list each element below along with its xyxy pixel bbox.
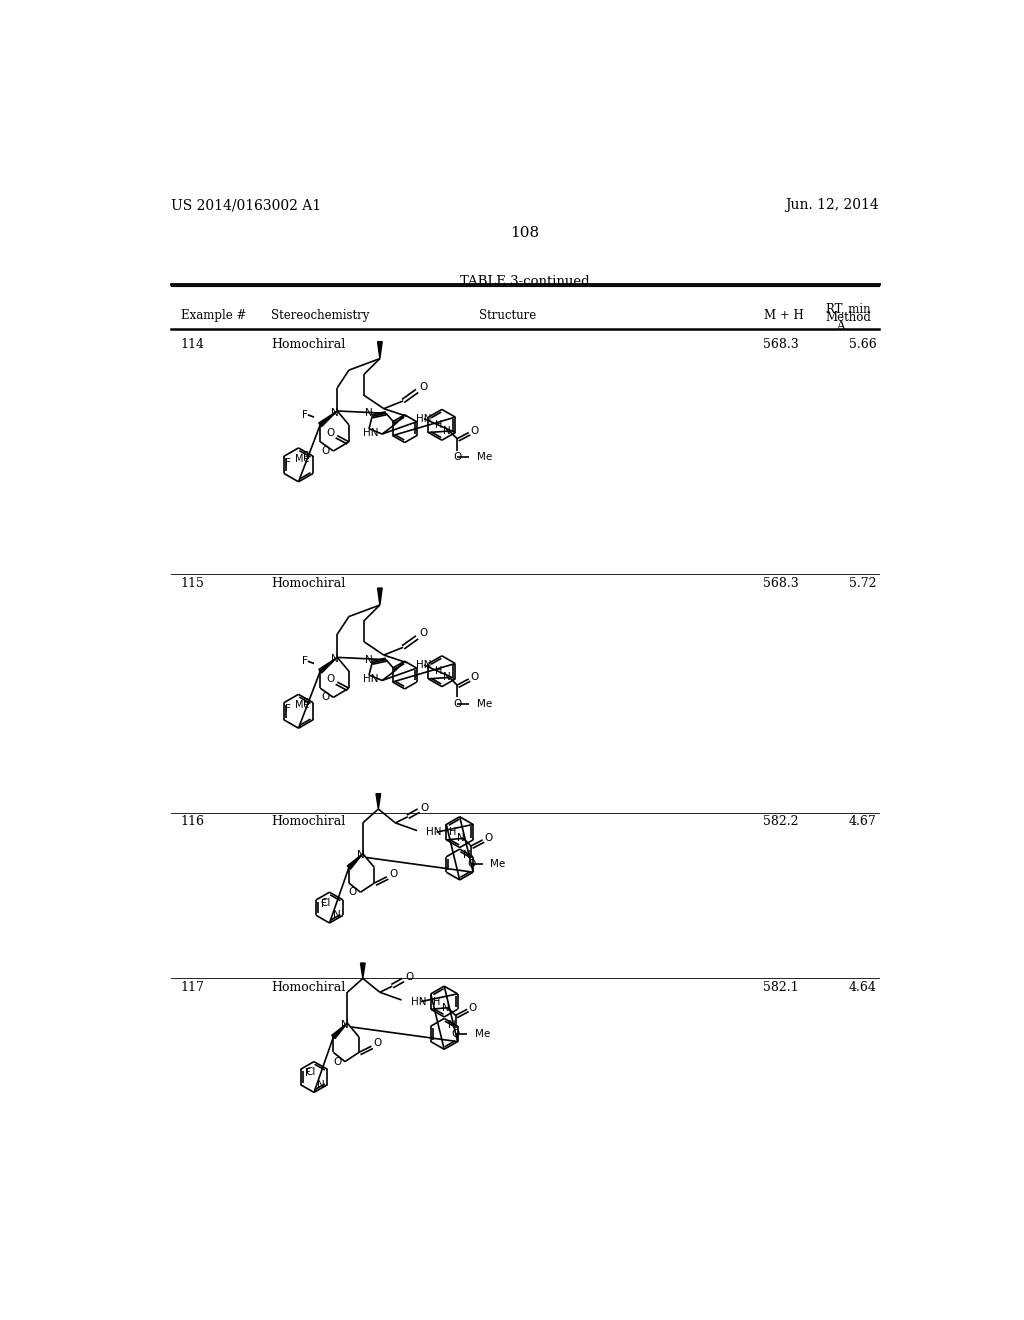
Text: F: F — [285, 704, 291, 714]
Text: TABLE 3-continued: TABLE 3-continued — [460, 276, 590, 289]
Text: O: O — [327, 428, 335, 437]
Text: N: N — [457, 833, 465, 843]
Text: Stereochemistry: Stereochemistry — [271, 309, 370, 322]
Polygon shape — [332, 1023, 347, 1039]
Polygon shape — [378, 342, 382, 359]
Text: HN: HN — [426, 828, 442, 837]
Text: Me: Me — [476, 698, 492, 709]
Text: O: O — [348, 887, 357, 898]
Text: 582.1: 582.1 — [764, 981, 799, 994]
Text: N: N — [366, 655, 373, 665]
Text: 568.3: 568.3 — [764, 577, 800, 590]
Text: Homochiral: Homochiral — [271, 816, 346, 828]
Text: Me: Me — [295, 454, 309, 463]
Text: 115: 115 — [180, 577, 205, 590]
Text: O: O — [452, 1028, 460, 1039]
Text: O: O — [389, 869, 397, 879]
Text: HN: HN — [417, 660, 432, 671]
Text: O: O — [470, 672, 478, 682]
Text: F: F — [302, 451, 308, 462]
Text: N: N — [341, 1019, 349, 1030]
Text: HN: HN — [362, 675, 378, 684]
Text: Structure: Structure — [479, 309, 537, 322]
Text: Me: Me — [490, 859, 506, 870]
Text: Homochiral: Homochiral — [271, 577, 346, 590]
Text: Method: Method — [825, 312, 871, 323]
Text: O: O — [484, 833, 493, 843]
Text: 582.2: 582.2 — [764, 816, 799, 828]
Text: O: O — [374, 1038, 382, 1048]
Text: Homochiral: Homochiral — [271, 981, 346, 994]
Polygon shape — [318, 657, 337, 673]
Polygon shape — [378, 589, 382, 605]
Text: O: O — [322, 446, 330, 455]
Text: F: F — [302, 698, 308, 708]
Polygon shape — [347, 854, 362, 869]
Text: 568.3: 568.3 — [764, 338, 800, 351]
Text: H: H — [449, 828, 456, 837]
Text: N: N — [443, 426, 451, 436]
Text: F: F — [321, 899, 327, 908]
Text: Me: Me — [476, 453, 492, 462]
Text: F: F — [302, 409, 307, 420]
Polygon shape — [360, 964, 366, 978]
Text: N: N — [443, 672, 451, 682]
Text: O: O — [327, 675, 335, 684]
Text: HN: HN — [362, 428, 378, 437]
Text: N: N — [331, 408, 339, 417]
Text: O: O — [470, 426, 478, 436]
Polygon shape — [318, 411, 337, 426]
Text: M + H: M + H — [764, 309, 803, 322]
Text: A: A — [837, 321, 845, 333]
Text: Example #: Example # — [180, 309, 246, 322]
Text: 5.72: 5.72 — [849, 577, 877, 590]
Text: Cl: Cl — [305, 1068, 315, 1077]
Text: H: H — [433, 997, 440, 1007]
Text: N: N — [331, 653, 339, 664]
Text: N: N — [333, 911, 341, 920]
Text: N: N — [317, 1080, 325, 1090]
Text: Me: Me — [475, 1028, 490, 1039]
Text: O: O — [419, 628, 427, 639]
Text: O: O — [333, 1056, 341, 1067]
Text: O: O — [322, 693, 330, 702]
Text: N: N — [356, 850, 365, 861]
Text: O: O — [419, 381, 427, 392]
Text: O: O — [453, 453, 461, 462]
Text: F: F — [285, 458, 291, 467]
Text: Homochiral: Homochiral — [271, 338, 346, 351]
Text: Jun. 12, 2014: Jun. 12, 2014 — [785, 198, 879, 213]
Text: O: O — [421, 803, 429, 813]
Polygon shape — [376, 793, 381, 809]
Text: H: H — [435, 667, 442, 676]
Text: Me: Me — [295, 700, 309, 710]
Text: 4.64: 4.64 — [849, 981, 877, 994]
Text: O: O — [453, 698, 461, 709]
Text: F: F — [302, 656, 307, 667]
Text: 117: 117 — [180, 981, 205, 994]
Text: HN: HN — [417, 413, 432, 424]
Text: O: O — [467, 859, 475, 870]
Text: US 2014/0163002 A1: US 2014/0163002 A1 — [171, 198, 321, 213]
Text: 116: 116 — [180, 816, 205, 828]
Text: O: O — [406, 972, 414, 982]
Text: 114: 114 — [180, 338, 205, 351]
Text: 5.66: 5.66 — [849, 338, 877, 351]
Text: N: N — [441, 1003, 450, 1012]
Text: N: N — [366, 408, 373, 418]
Text: 108: 108 — [510, 226, 540, 240]
Text: N: N — [447, 1019, 456, 1030]
Text: F: F — [305, 1068, 311, 1078]
Text: N: N — [463, 850, 471, 861]
Text: 4.67: 4.67 — [849, 816, 877, 828]
Text: H: H — [435, 420, 442, 430]
Text: RT, min: RT, min — [825, 302, 870, 315]
Text: HN: HN — [411, 997, 426, 1007]
Text: Cl: Cl — [321, 898, 331, 908]
Text: O: O — [469, 1003, 477, 1012]
